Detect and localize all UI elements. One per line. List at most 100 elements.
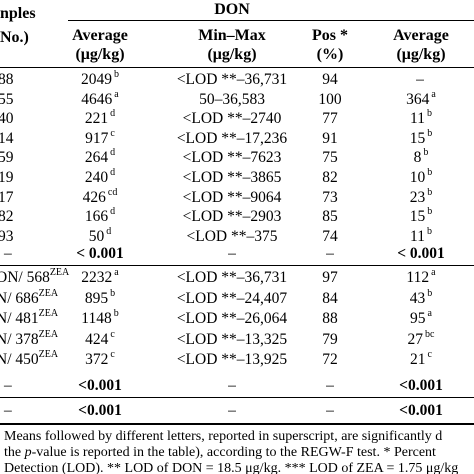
pvalue-row-3-pos: – [326,402,334,419]
row1-6-mm: <LOD **–9064 [183,190,282,206]
row1-6-avg2-value: 23 [409,189,426,206]
rule-3 [0,397,474,398]
row2-1-avg: 895 b [84,289,115,307]
row2-3-avg2: 27 bc [408,330,435,348]
row1-4-avg2-superscript: b [423,147,429,158]
row2-0-mm-value: <LOD **–36,731 [176,269,288,286]
row1-8-mm-value: <LOD **–375 [186,228,278,245]
row2-1-avg2-superscript: b [427,288,433,299]
row2-0-mm: <LOD **–36,731 [177,270,287,286]
row1-6-avg2: 23 b [409,188,433,206]
pvalue-row-2-avg2: <0.001 [399,377,443,394]
header-samples-2: No.) [0,29,29,46]
row2-2-n: N/ 481ZEA [0,308,59,327]
row2-0-avg-value: 2232 [81,269,113,286]
row1-6-pos: 73 [322,190,338,206]
row1-4-n: 59 [0,150,14,166]
table-bottom-rule [0,423,474,425]
footnote-line-3: Detection (LOD). ** LOD of DON = 18.5 μg… [4,461,459,474]
row2-3-pos: 79 [322,332,338,348]
row2-3-avg-value: 424 [85,331,109,348]
row1-8-avg2-superscript: b [426,226,432,237]
row2-1-mm: <LOD **–24,407 [177,291,287,307]
row1-4-avg: 264 d [85,148,115,166]
row2-1-avg2-value: 43 [409,290,426,307]
pvalue-row-2-mm: – [228,377,236,394]
row2-3-mm-value: <LOD **–13,325 [176,331,288,348]
row2-0-n-superscript: ZEA [49,267,70,278]
row1-5-pos: 82 [322,170,338,186]
row2-4-avg-superscript: c [110,349,115,360]
row1-8-n: 93 [0,229,14,245]
footnote-line-2-post: -value is reported in the table), accord… [31,445,436,460]
header-group-rule [68,20,474,21]
row1-7-avg: 166 d [85,206,116,225]
row2-1-avg-value: 895 [84,290,109,307]
header-minmax: Min–Max [198,27,266,44]
row1-4-pos-value: 75 [322,149,338,166]
row1-3-mm: <LOD **–17,236 [177,131,287,147]
header-bottom-rule [0,67,474,68]
row1-0-mm: <LOD **–36,731 [177,72,287,88]
row2-2-avg2-value: 95 [410,310,426,327]
row2-2-n-prefix: N [0,310,8,327]
row1-2-mm: <LOD **–2740 [183,111,282,127]
header-average2-unit: (μg/kg) [396,46,446,63]
row2-0-avg2-superscript: a [431,267,436,278]
row1-5-mm-value: <LOD **–3865 [182,169,282,186]
row2-0-pos: 97 [322,270,338,286]
header-average-unit: (μg/kg) [75,46,125,63]
row1-2-avg2: 11 b [410,109,432,127]
row1-5-avg2-superscript: b [427,167,433,178]
row1-8-pos-value: 74 [322,228,338,245]
row1-1-n-value: 55 [0,91,14,108]
footnote-line-2: the p-value is reported in the table), a… [4,446,436,460]
row1-8-pos: 74 [322,229,338,245]
row1-8-avg-value: 50 [88,228,105,245]
row1-3-mm-value: <LOD **–17,236 [176,130,288,147]
row1-7-avg-superscript: d [110,206,116,217]
row1-6-mm-value: <LOD **–9064 [182,189,282,206]
row1-8-avg2: 11 b [410,226,432,245]
pvalue-row-2-n: – [4,377,12,394]
row1-7-avg2-value: 15 [409,208,426,225]
row1-2-avg2-value: 11 [410,110,425,127]
row1-0-pos-value: 94 [322,71,338,88]
header-average: Average [72,27,128,44]
row2-2-n-count: / 481 [7,310,39,327]
row2-2-pos-value: 88 [322,310,338,327]
row1-0-mm-value: <LOD **–36,731 [176,71,288,88]
row1-5-avg-value: 240 [84,169,109,186]
row1-5-n: 19 [0,170,14,186]
row1-7-mm-value: <LOD **–2903 [182,208,282,225]
row1-0-avg-value: 2049 [81,71,112,88]
row2-4-avg: 372 c [85,349,115,368]
row2-0-pos-value: 97 [322,269,338,286]
row2-2-n-superscript: ZEA [38,308,59,319]
row2-3-n-count: / 378 [7,331,39,348]
row2-0-avg-superscript: a [114,267,119,278]
row1-6-n: 17 [0,190,14,206]
row1-2-mm-value: <LOD **–2740 [182,110,282,127]
row2-2-mm: <LOD **–26,064 [177,311,287,327]
row2-4-avg-value: 372 [85,351,109,368]
row2-4-avg2: 21 c [410,350,432,368]
row1-0-avg-superscript: b [114,69,119,80]
pvalue-row-3-n: – [4,402,12,419]
row2-3-pos-value: 79 [322,331,338,348]
header-don-group: DON [214,1,250,18]
row2-4-n: N/ 450ZEA [0,350,58,368]
row1-7-pos: 85 [322,209,338,225]
row2-4-mm-value: <LOD **–13,925 [176,351,288,368]
row1-3-n-value: 14 [0,130,14,147]
row1-3-avg: 917 c [85,128,115,147]
row1-4-mm: <LOD **–7623 [183,150,282,166]
row2-3-n-prefix: N [0,331,8,348]
row2-2-mm-value: <LOD **–26,064 [176,310,288,327]
row1-3-avg-superscript: c [110,128,115,139]
row2-1-n-superscript: ZEA [38,288,59,299]
row2-1-pos-value: 84 [322,290,338,307]
row1-2-n-value: 40 [0,110,14,127]
row2-1-n: N/ 686ZEA [0,288,59,307]
row1-4-avg2-value: 8 [413,149,422,166]
